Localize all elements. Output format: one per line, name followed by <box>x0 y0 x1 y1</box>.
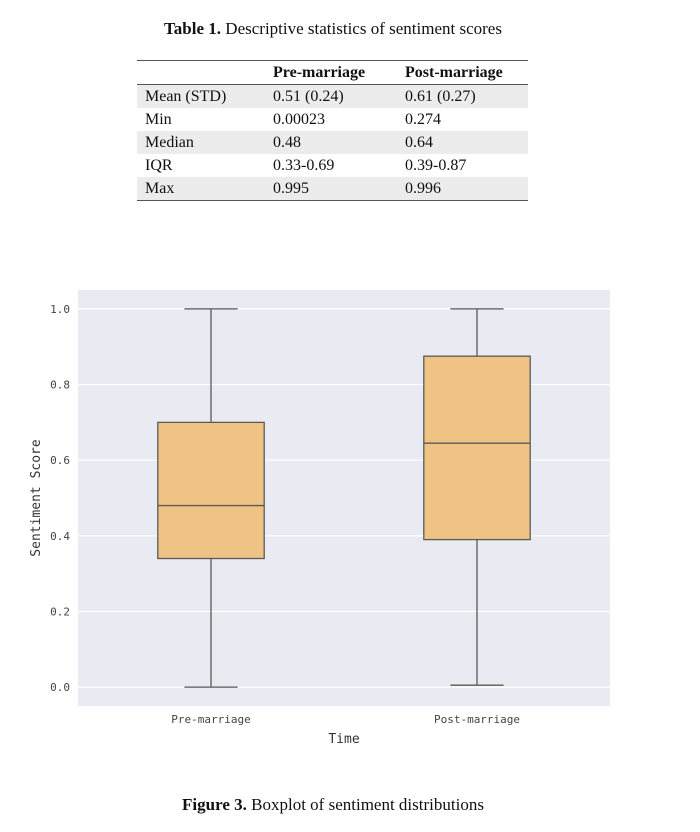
y-tick-label: 0.8 <box>50 379 70 392</box>
row-label: Mean (STD) <box>145 88 227 105</box>
boxplot-svg: 0.0 0.2 0.4 0.6 0.8 1.0 Pre-marriage Post-marr… <box>29 290 610 747</box>
row-pre-value: 0.995 <box>273 180 309 197</box>
table-caption-text: Descriptive statistics of sentiment scor… <box>221 19 502 38</box>
y-tick-labels: 0.0 0.2 0.4 0.6 0.8 1.0 <box>50 303 70 694</box>
table-header-blank <box>137 61 265 85</box>
table-row: Min 0.00023 0.274 <box>137 108 528 131</box>
row-pre-value: 0.33-0.69 <box>273 157 335 174</box>
y-tick-label: 0.2 <box>50 605 70 618</box>
row-pre-value: 0.48 <box>273 134 301 151</box>
y-tick-label: 0.6 <box>50 454 70 467</box>
stats-table: Pre-marriage Post-marriage Mean (STD) 0.… <box>137 60 528 201</box>
x-tick-label: Post-marriage <box>434 713 520 726</box>
row-post-value: 0.61 (0.27) <box>405 88 476 105</box>
table-row: IQR 0.33-0.69 0.39-0.87 <box>137 154 528 177</box>
row-label: Max <box>145 180 175 197</box>
x-tick-labels: Pre-marriage Post-marriage <box>171 713 520 726</box>
box-group <box>157 308 265 688</box>
table-caption: Table 1. Descriptive statistics of senti… <box>0 18 666 40</box>
row-label: IQR <box>145 157 173 174</box>
box-iqr <box>157 421 265 560</box>
box-group <box>423 308 531 686</box>
row-pre-value: 0.51 (0.24) <box>273 88 344 105</box>
box-iqr <box>423 355 531 541</box>
x-axis-title: Time <box>328 732 359 747</box>
figure-caption: Figure 3. Boxplot of sentiment distribut… <box>0 794 666 816</box>
row-pre-value: 0.00023 <box>273 111 325 128</box>
box-layer <box>157 308 531 688</box>
y-tick-label: 0.0 <box>50 681 70 694</box>
row-post-value: 0.996 <box>405 180 441 197</box>
table-row: Max 0.995 0.996 <box>137 177 528 201</box>
x-tick-label: Pre-marriage <box>171 713 250 726</box>
figure-caption-text: Boxplot of sentiment distributions <box>246 795 484 814</box>
row-label: Min <box>145 111 172 128</box>
table-header-pre: Pre-marriage <box>273 64 366 81</box>
row-post-value: 0.39-0.87 <box>405 157 467 174</box>
row-post-value: 0.274 <box>405 111 441 128</box>
y-tick-label: 0.4 <box>50 530 70 543</box>
table-caption-lead: Table 1. <box>164 19 222 38</box>
table-header-row: Pre-marriage Post-marriage <box>137 60 528 85</box>
row-post-value: 0.64 <box>405 134 433 151</box>
y-axis-title: Sentiment Score <box>29 439 44 557</box>
y-tick-label: 1.0 <box>50 303 70 316</box>
table-header-post: Post-marriage <box>405 64 503 81</box>
table-row: Median 0.48 0.64 <box>137 131 528 154</box>
boxplot-chart: 0.0 0.2 0.4 0.6 0.8 1.0 Pre-marriage Post-marr… <box>0 270 700 760</box>
table-row: Mean (STD) 0.51 (0.24) 0.61 (0.27) <box>137 84 528 108</box>
row-label: Median <box>145 134 194 151</box>
figure-caption-lead: Figure 3. <box>182 795 247 814</box>
